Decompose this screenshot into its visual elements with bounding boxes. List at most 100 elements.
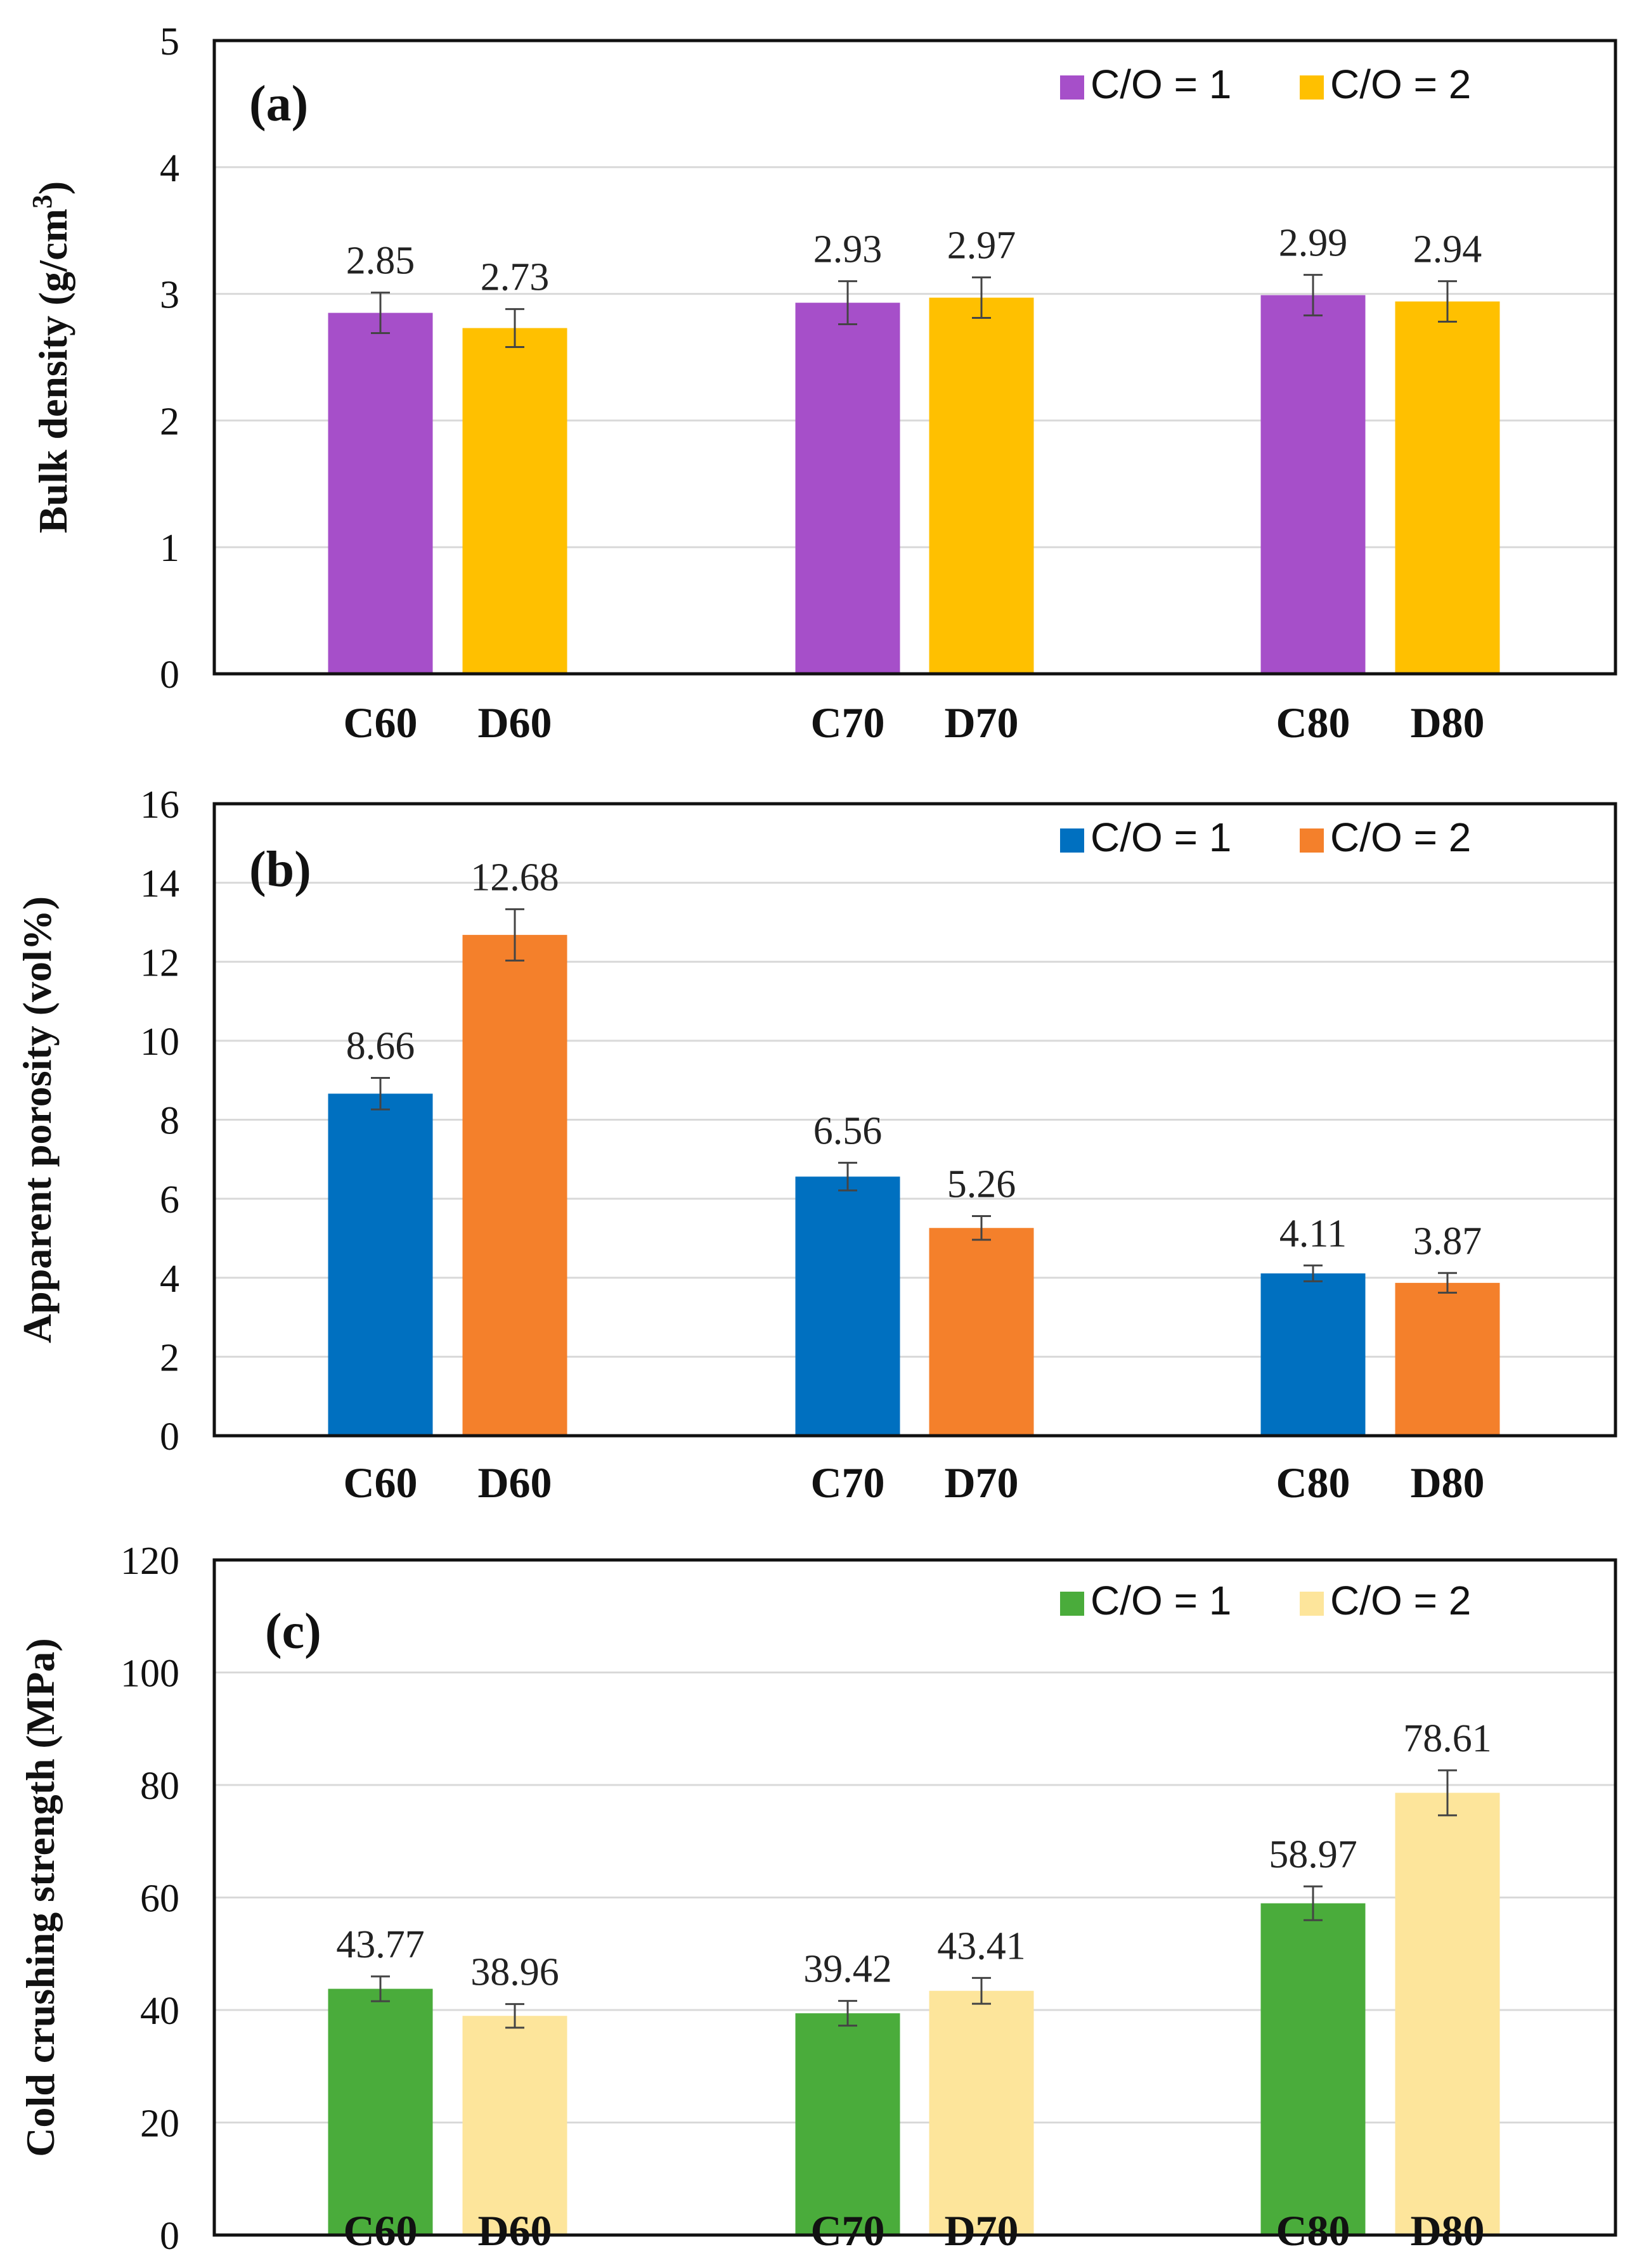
bar-d80[interactable]: [1395, 1793, 1500, 2235]
error-bar: [972, 1976, 991, 2005]
x-tick-label: D70: [944, 1459, 1018, 1507]
x-tick-label: D70: [944, 2207, 1018, 2255]
y-tick-label: 10: [140, 1021, 179, 1064]
x-tick-label: D60: [477, 699, 552, 747]
y-axis-title-text: Cold crushing strength (MPa): [18, 1638, 63, 2156]
bar-d60[interactable]: [462, 328, 567, 674]
legend-swatch: [1060, 75, 1084, 100]
y-axis-title: Bulk density (g/cm3): [27, 181, 75, 533]
panel-label: (a): [249, 76, 308, 132]
x-tick-label: C80: [1276, 1459, 1350, 1507]
y-tick-label: 100: [120, 1653, 179, 1696]
x-tick-label: D60: [477, 1459, 552, 1507]
error-bar: [1304, 1264, 1323, 1282]
plot-area: [212, 802, 1617, 1438]
y-tick-label: 0: [160, 1415, 179, 1459]
data-label: 4.11: [1279, 1212, 1347, 1255]
legend-label: C/O = 1: [1091, 1578, 1231, 1623]
y-tick-label: 0: [160, 654, 179, 697]
y-tick-label: 2: [160, 1336, 179, 1379]
x-tick-label: C70: [810, 699, 884, 747]
data-label: 2.93: [813, 228, 883, 271]
y-tick-label: 0: [160, 2215, 179, 2258]
legend: C/O = 1 C/O = 2: [1060, 61, 1471, 107]
bar-d70[interactable]: [929, 1228, 1034, 1436]
bar-c60[interactable]: [328, 1988, 433, 2235]
bar-d80[interactable]: [1395, 301, 1500, 674]
error-bar: [1438, 1272, 1457, 1294]
data-label: 43.77: [336, 1923, 425, 1966]
legend-swatch: [1060, 828, 1084, 853]
bar-d60[interactable]: [462, 2016, 567, 2235]
error-bar: [838, 2000, 857, 2027]
legend-label: C/O = 2: [1330, 1578, 1471, 1623]
y-tick-label: 1: [160, 527, 179, 570]
error-bar: [1438, 1769, 1457, 1817]
chart-panel-1: 0 1 2 3 4 5 2.85 C60 2.73 D60 2.93 C70 2.97 D70 2.99 C8…: [27, 20, 1617, 747]
y-axis-title-text: Bulk density (g/cm: [30, 209, 75, 533]
data-label: 2.73: [481, 256, 550, 299]
plot-area: [212, 39, 1617, 676]
bar-c80[interactable]: [1260, 1273, 1366, 1436]
x-tick-label: C80: [1276, 699, 1350, 747]
error-bar: [371, 1975, 390, 2002]
y-tick-label: 3: [160, 274, 179, 317]
bar-d70[interactable]: [929, 297, 1034, 674]
error-bar: [1304, 1885, 1323, 1921]
chart-panel-3: 0 20 40 60 80 100 120 43.77 C60 38.96 D60 39.42 C70 4…: [18, 1540, 1617, 2258]
error-bar: [371, 1076, 390, 1111]
data-label: 38.96: [470, 1951, 559, 1994]
y-tick-label: 8: [160, 1100, 179, 1143]
y-tick-label: 80: [140, 1765, 179, 1808]
x-tick-label: C70: [810, 1459, 884, 1507]
y-tick-label: 6: [160, 1178, 179, 1221]
error-bar: [972, 1215, 991, 1241]
y-tick-label: 60: [140, 1878, 179, 1921]
bar-c60[interactable]: [328, 312, 433, 674]
data-label: 3.87: [1413, 1220, 1482, 1263]
y-tick-label: 40: [140, 1990, 179, 2033]
data-label: 2.94: [1413, 228, 1482, 271]
y-tick-label: 16: [140, 783, 179, 827]
bar-c70[interactable]: [795, 1176, 900, 1436]
data-label: 6.56: [813, 1109, 883, 1152]
legend-swatch: [1060, 1592, 1084, 1616]
error-bar: [371, 292, 390, 335]
x-tick-label: C70: [810, 2207, 884, 2255]
x-tick-label: D70: [944, 699, 1018, 747]
bar-c60[interactable]: [328, 1093, 433, 1436]
bar-c80[interactable]: [1260, 295, 1366, 674]
bar-d70[interactable]: [929, 1990, 1034, 2235]
y-tick-label: 5: [160, 20, 179, 63]
legend-label: C/O = 2: [1330, 61, 1471, 107]
data-label: 5.26: [947, 1163, 1016, 1206]
error-bar: [505, 908, 524, 962]
data-label: 12.68: [470, 856, 559, 899]
legend-swatch: [1300, 1592, 1324, 1616]
error-bar: [505, 2003, 524, 2029]
error-bar: [1438, 280, 1457, 323]
error-bar: [838, 1161, 857, 1192]
y-tick-label: 14: [140, 863, 179, 906]
data-label: 2.99: [1279, 222, 1348, 265]
bar-c80[interactable]: [1260, 1903, 1366, 2235]
x-tick-label: C80: [1276, 2207, 1350, 2255]
y-tick-label: 4: [160, 147, 179, 190]
bar-d60[interactable]: [462, 934, 567, 1436]
legend: C/O = 1 C/O = 2: [1060, 815, 1471, 860]
error-bar: [1304, 274, 1323, 317]
x-tick-label: C60: [343, 2207, 417, 2255]
bar-d80[interactable]: [1395, 1282, 1500, 1436]
bar-c70[interactable]: [795, 302, 900, 674]
data-label: 2.97: [947, 224, 1016, 267]
y-tick-label: 4: [160, 1258, 179, 1301]
data-label: 58.97: [1269, 1833, 1357, 1876]
x-tick-label: C60: [343, 699, 417, 747]
panel-label: (c): [265, 1604, 321, 1659]
data-label: 8.66: [346, 1024, 415, 1067]
bar-c70[interactable]: [795, 2013, 900, 2235]
y-tick-label: 2: [160, 400, 179, 443]
data-label: 39.42: [803, 1948, 892, 1991]
x-tick-label: D80: [1410, 699, 1484, 747]
